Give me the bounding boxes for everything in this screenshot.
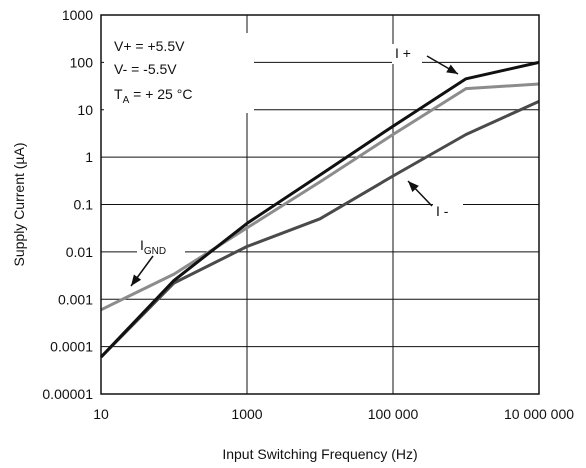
temperature-symbol: T bbox=[114, 86, 123, 102]
y-tick-label: 1 bbox=[85, 149, 93, 165]
label-i-plus-arrowhead bbox=[446, 64, 458, 74]
label-i-minus-arrowhead bbox=[408, 181, 419, 193]
label-i-gnd-arrowhead bbox=[131, 274, 142, 286]
y-tick-label: 0.1 bbox=[74, 197, 94, 213]
conditions-background bbox=[104, 33, 254, 113]
x-tick-label: 10 bbox=[93, 406, 109, 422]
label-i-plus: I + bbox=[395, 45, 411, 61]
y-tick-label: 0.0001 bbox=[50, 339, 93, 355]
plot-frame bbox=[100, 14, 540, 395]
series-line-i-minus bbox=[99, 100, 540, 359]
condition-vminus: V- = -5.5V bbox=[114, 61, 177, 77]
x-tick-label: 1000 bbox=[231, 406, 262, 422]
label-i-minus: I - bbox=[436, 203, 449, 219]
x-tick-label: 10 000 000 bbox=[504, 406, 574, 422]
y-axis-label: Supply Current (µA) bbox=[11, 143, 27, 267]
series-line-i-plus bbox=[99, 60, 540, 359]
temperature-subscript: A bbox=[123, 95, 130, 106]
label-i-gnd-background bbox=[137, 235, 185, 257]
label-i-plus-background bbox=[392, 44, 422, 64]
label-i-gnd-subscript: GND bbox=[144, 246, 166, 257]
y-tick-label: 1000 bbox=[62, 7, 93, 23]
condition-vplus: V+ = +5.5V bbox=[114, 38, 185, 54]
label-i-gnd-main: I bbox=[140, 237, 144, 253]
x-axis-label: Input Switching Frequency (Hz) bbox=[222, 446, 417, 462]
label-i-gnd: IGND bbox=[140, 237, 166, 257]
y-tick-label: 0.00001 bbox=[42, 386, 93, 402]
y-tick-label: 10 bbox=[77, 102, 93, 118]
y-tick-label: 100 bbox=[70, 54, 94, 70]
series-line-i-gnd bbox=[100, 82, 540, 312]
y-tick-label: 0.01 bbox=[66, 244, 93, 260]
condition-temperature: TA = + 25 °C bbox=[114, 86, 192, 106]
series-lines bbox=[99, 60, 540, 359]
y-tick-label: 0.001 bbox=[58, 291, 93, 307]
label-i-minus-background bbox=[433, 202, 463, 222]
x-tick-label: 100 000 bbox=[368, 406, 419, 422]
y-tick-labels: 1000 100 10 1 0.1 0.01 0.001 0.0001 0.00001 bbox=[42, 7, 93, 402]
temperature-value: = + 25 °C bbox=[129, 86, 192, 102]
conditions-box: V+ = +5.5V V- = -5.5V TA = + 25 °C bbox=[104, 33, 254, 113]
series-annotations: I + IGND I - bbox=[130, 44, 463, 287]
x-tick-labels: 10 1000 100 000 10 000 000 bbox=[93, 406, 574, 422]
